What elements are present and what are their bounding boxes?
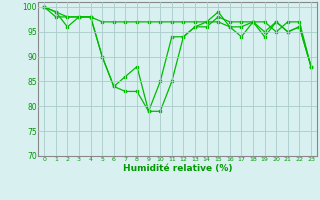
X-axis label: Humidité relative (%): Humidité relative (%) xyxy=(123,164,232,173)
